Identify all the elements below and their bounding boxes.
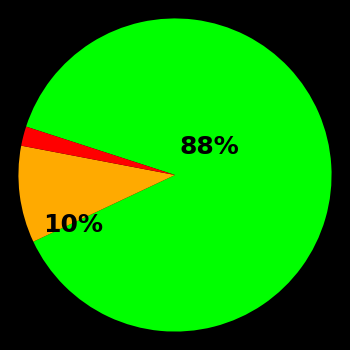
Wedge shape — [19, 146, 175, 242]
Wedge shape — [21, 127, 175, 175]
Wedge shape — [26, 19, 331, 331]
Text: 10%: 10% — [43, 213, 103, 237]
Text: 88%: 88% — [180, 135, 239, 159]
